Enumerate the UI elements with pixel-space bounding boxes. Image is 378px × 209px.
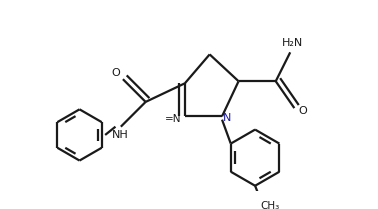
Text: H₂N: H₂N: [282, 38, 303, 48]
Text: CH₃: CH₃: [261, 201, 280, 209]
Text: O: O: [111, 68, 120, 78]
Text: NH: NH: [112, 130, 129, 140]
Text: =N: =N: [165, 114, 181, 124]
Text: N: N: [223, 113, 232, 123]
Text: O: O: [298, 106, 307, 116]
